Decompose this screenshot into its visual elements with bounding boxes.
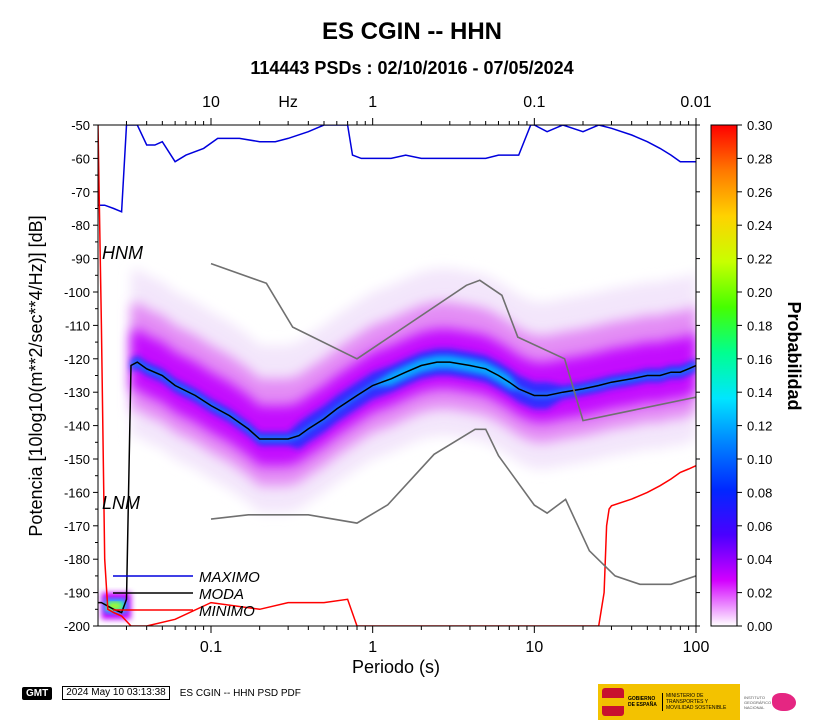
axes: -200 -190 -180 -170 -160 -150 -140 -130 -120 -110… (64, 94, 712, 656)
top-tick-label: 0.1 (523, 94, 545, 111)
y-tick-label: -60 (71, 151, 90, 166)
coat-of-arms-icon (602, 688, 624, 716)
y-tick-label: -100 (64, 285, 90, 300)
y-tick-label: -140 (64, 419, 90, 434)
colorbar-tick-label: 0.26 (747, 185, 772, 200)
footer: GMT 2024 May 10 03:13:38 ES CGIN -- HHN … (22, 686, 301, 700)
series-hnm-line (210, 262, 696, 422)
institute-label: INSTITUTO GEOGRÁFICO NACIONAL (744, 694, 772, 710)
ministry-label: MINISTERIO DE TRANSPORTES Y MOVILIDAD SO… (662, 693, 736, 711)
series-maximo-line (98, 125, 696, 213)
colorbar-tick-label: 0.12 (747, 419, 772, 434)
probability-density (101, 268, 696, 620)
chart-subtitle: 114443 PSDs : 02/10/2016 - 07/05/2024 (250, 58, 574, 78)
lnm-label: LNM (102, 493, 140, 513)
legend-label-moda: MODA (199, 586, 244, 603)
y-tick-label: -190 (64, 586, 90, 601)
y-tick-label: -120 (64, 352, 90, 367)
y-tick-label: -110 (65, 318, 90, 333)
y-tick-label: -50 (71, 118, 90, 133)
government-block: GOBIERNO DE ESPAÑA MINISTERIO DE TRANSPO… (598, 684, 740, 720)
y-tick-label: -170 (64, 519, 90, 534)
x-tick-label: 10 (525, 639, 543, 656)
chart-title: ES CGIN -- HHN (322, 18, 502, 45)
colorbar: 0.00 0.02 0.04 0.06 0.08 0.10 0.12 0.14 0.16 0.18… (710, 118, 772, 634)
series-layer (98, 125, 696, 626)
series-lnm-line (210, 428, 696, 586)
y-axis-label: Potencia [10log10(m**2/sec**4/Hz)] [dB] (26, 215, 46, 536)
y-tick-label: -80 (71, 218, 90, 233)
colorbar-tick-label: 0.08 (747, 485, 772, 500)
colorbar-tick-label: 0.14 (747, 385, 772, 400)
gmt-logo: GMT (22, 686, 53, 700)
x-tick-label: 100 (683, 639, 710, 656)
colorbar-tick-label: 0.24 (747, 218, 772, 233)
x-tick-label: 0.1 (200, 639, 222, 656)
colorbar-tick-label: 0.18 (747, 318, 772, 333)
colorbar-tick-label: 0.06 (747, 519, 772, 534)
y-tick-label: -180 (64, 552, 90, 567)
hnm-label: HNM (102, 243, 143, 263)
top-axis-label: Hz (278, 94, 298, 111)
y-tick-label: -90 (71, 252, 90, 267)
colorbar-tick-label: 0.04 (747, 552, 772, 567)
colorbar-tick-label: 0.30 (747, 118, 772, 133)
colorbar-tick-label: 0.20 (747, 285, 772, 300)
x-tick-label: 1 (368, 639, 377, 656)
top-tick-label: 10 (202, 94, 220, 111)
institution-banner: GOBIERNO DE ESPAÑA MINISTERIO DE TRANSPO… (598, 684, 820, 720)
footer-caption: ES CGIN -- HHN PSD PDF (179, 687, 301, 699)
timestamp: 2024 May 10 03:13:38 (62, 686, 170, 700)
colorbar-tick-label: 0.00 (747, 619, 772, 634)
colorbar-tick-label: 0.22 (747, 252, 772, 267)
government-label: GOBIERNO DE ESPAÑA (628, 696, 657, 708)
series-moda-line (98, 361, 696, 614)
top-tick-label: 0.01 (680, 94, 711, 111)
colorbar-tick-label: 0.10 (747, 452, 772, 467)
y-tick-label: -130 (64, 385, 90, 400)
colorbar-scale (710, 124, 738, 627)
institute-logo-icon (772, 693, 796, 711)
x-axis-label: Periodo (s) (352, 657, 440, 677)
y-tick-label: -70 (71, 185, 90, 200)
colorbar-tick-label: 0.02 (747, 586, 772, 601)
legend-label-maximo: MAXIMO (199, 569, 260, 586)
y-tick-label: -150 (64, 452, 90, 467)
top-tick-label: 1 (368, 94, 377, 111)
colorbar-tick-label: 0.28 (747, 151, 772, 166)
colorbar-tick-label: 0.16 (747, 352, 772, 367)
colorbar-label: Probabilidad (784, 301, 804, 410)
series-minimo-line (98, 125, 696, 626)
y-tick-label: -200 (64, 619, 90, 634)
institute-block: INSTITUTO GEOGRÁFICO NACIONAL (740, 684, 796, 720)
y-tick-label: -160 (64, 485, 90, 500)
legend-label-minimo: MINIMO (199, 603, 255, 620)
